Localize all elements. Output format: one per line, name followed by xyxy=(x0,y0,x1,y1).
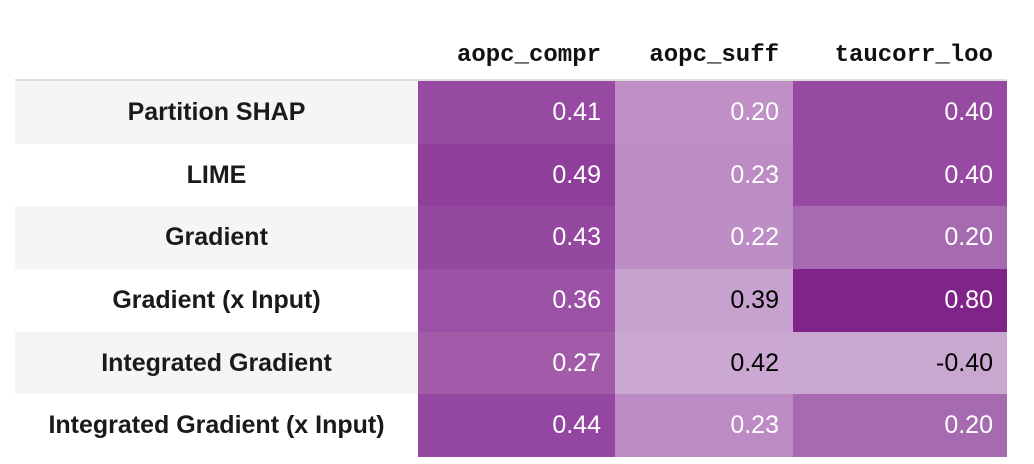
value-cell: 0.36 xyxy=(418,269,615,332)
table-row-partition-shap: Partition SHAP 0.41 0.20 0.40 xyxy=(15,80,1007,144)
table-row-integrated-gradient: Integrated Gradient 0.27 0.42 -0.40 xyxy=(15,331,1007,395)
table-row-integrated-gradient-x-input: Integrated Gradient (x Input) 0.44 0.23 … xyxy=(15,394,1007,458)
value-cell: 0.27 xyxy=(418,331,615,395)
table-body: Partition SHAP 0.41 0.20 0.40 LIME 0.49 … xyxy=(15,80,1007,458)
value-cell: 0.43 xyxy=(418,206,615,270)
header-corner-cell xyxy=(15,12,418,81)
value-cell: 0.20 xyxy=(615,80,793,144)
table-row-gradient-x-input: Gradient (x Input) 0.36 0.39 0.80 xyxy=(15,269,1007,332)
header-row: aopc_compr aopc_suff taucorr_loo xyxy=(15,12,1007,81)
value-cell: 0.23 xyxy=(615,394,793,458)
value-cell: 0.40 xyxy=(793,80,1007,144)
value-cell: -0.40 xyxy=(793,331,1007,395)
row-label: LIME xyxy=(186,160,247,189)
column-header-aopc-suff: aopc_suff xyxy=(615,12,793,81)
value-cell: 0.44 xyxy=(418,394,615,458)
row-label: Integrated Gradient xyxy=(15,331,418,395)
column-header-taucorr-loo: taucorr_loo xyxy=(793,12,1007,81)
column-header-aopc-compr: aopc_compr xyxy=(418,12,615,81)
row-label: Partition SHAP xyxy=(15,80,418,144)
value-cell: 0.80 xyxy=(793,269,1007,332)
value-cell: 0.22 xyxy=(615,206,793,270)
row-label: Gradient xyxy=(15,206,418,270)
value-cell: 0.23 xyxy=(615,143,793,207)
heatmap-table-frame: aopc_compr aopc_suff taucorr_loo Partiti… xyxy=(15,12,1007,458)
value-cell: 0.41 xyxy=(418,80,615,144)
row-label: Integrated Gradient (x Input) xyxy=(48,411,385,440)
value-cell: 0.40 xyxy=(793,143,1007,207)
value-cell: 0.20 xyxy=(793,394,1007,458)
table-row-gradient: Gradient 0.43 0.22 0.20 xyxy=(15,206,1007,270)
row-label: Gradient (x Input) xyxy=(112,285,321,314)
value-cell: 0.49 xyxy=(418,143,615,207)
heatmap-table: aopc_compr aopc_suff taucorr_loo Partiti… xyxy=(15,12,1007,458)
value-cell: 0.42 xyxy=(615,331,793,395)
value-cell: 0.20 xyxy=(793,206,1007,270)
table-row-lime: LIME 0.49 0.23 0.40 xyxy=(15,143,1007,207)
value-cell: 0.39 xyxy=(615,269,793,332)
table-header: aopc_compr aopc_suff taucorr_loo xyxy=(15,12,1007,81)
